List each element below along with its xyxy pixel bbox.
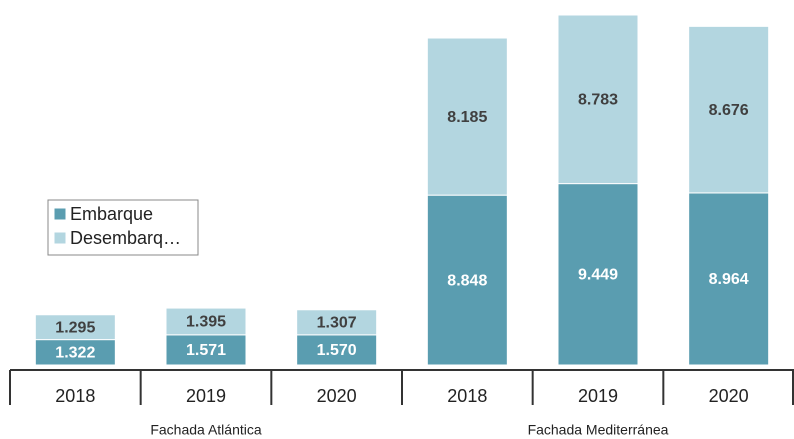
bar-segment <box>34 339 116 366</box>
group-label: Fachada Atlántica <box>150 422 262 438</box>
x-tick-label: 2020 <box>709 386 749 406</box>
legend-swatch <box>53 207 67 221</box>
bar-segment <box>426 37 508 196</box>
bar-segment <box>688 192 770 366</box>
value-label: 8.848 <box>447 272 487 289</box>
value-label: 1.322 <box>55 345 95 362</box>
value-label: 8.964 <box>709 271 749 288</box>
bar-segment <box>34 314 116 341</box>
x-tick-label: 2018 <box>447 386 487 406</box>
value-label: 1.395 <box>186 314 226 331</box>
value-label: 1.295 <box>55 319 95 336</box>
value-label: 1.570 <box>317 342 357 359</box>
bar-segment <box>557 183 639 366</box>
bar-segment <box>688 25 770 194</box>
x-tick-label: 2019 <box>578 386 618 406</box>
legend-label: Desembarq… <box>70 228 181 248</box>
value-label: 1.571 <box>186 342 226 359</box>
group-label: Fachada Mediterránea <box>528 422 669 438</box>
bar-segment <box>426 194 508 366</box>
value-label: 8.676 <box>709 102 749 119</box>
x-tick-label: 2018 <box>55 386 95 406</box>
bar-segment <box>557 14 639 185</box>
value-label: 8.783 <box>578 92 618 109</box>
bar-segment <box>165 307 247 336</box>
legend-label: Embarque <box>70 204 153 224</box>
x-tick-label: 2019 <box>186 386 226 406</box>
value-label: 1.307 <box>317 315 357 332</box>
legend-box <box>47 199 199 256</box>
x-tick-label: 2020 <box>317 386 357 406</box>
bar-segment <box>296 334 378 366</box>
bar-segment <box>296 309 378 336</box>
value-label: 9.449 <box>578 267 618 284</box>
value-label: 8.185 <box>447 109 487 126</box>
legend-swatch <box>53 231 67 245</box>
